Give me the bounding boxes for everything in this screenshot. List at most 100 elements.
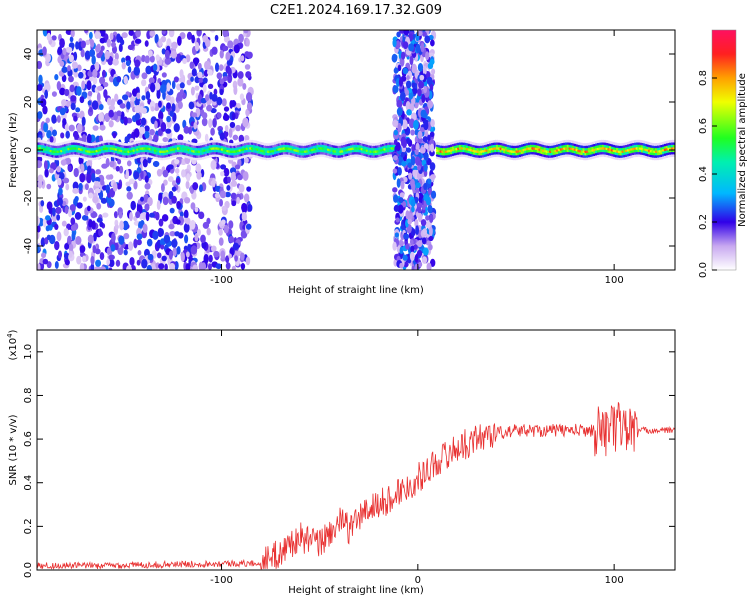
- spectrogram-broadband-cell: [392, 85, 399, 94]
- spectrogram-broadband-cell: [422, 247, 429, 256]
- spectrogram-broadband-cell: [410, 199, 416, 208]
- spectrogram-noise-cell: [171, 80, 176, 90]
- spectrogram-noise-cell: [165, 94, 171, 102]
- spectrogram-noise-cell: [233, 44, 240, 54]
- spectrogram-noise-cell: [37, 111, 43, 120]
- spectrogram-noise-cell: [58, 172, 65, 180]
- spectrogram-broadband-cell: [423, 163, 428, 172]
- spectrogram-noise-cell: [245, 71, 252, 79]
- spectrogram-noise-cell: [165, 128, 172, 134]
- spectrogram-noise-cell: [99, 76, 106, 85]
- spectrogram-noise-cell: [46, 129, 52, 139]
- spectrogram-noise-cell: [134, 112, 141, 121]
- spectrogram-noise-cell: [158, 218, 164, 227]
- spectrogram-noise-cell: [45, 225, 50, 232]
- spectrogram-noise-cell: [177, 101, 183, 109]
- spectrogram-noise-cell: [125, 181, 131, 187]
- spectrogram-broadband-cell: [420, 42, 425, 53]
- spectrogram-noise-cell: [94, 248, 101, 255]
- spectrogram-noise-cell: [206, 104, 213, 112]
- spectrogram-noise-cell: [224, 191, 231, 198]
- spectrogram-broadband-cell: [411, 82, 416, 89]
- spectrogram-noise-cell: [237, 77, 244, 87]
- snr-series-line: [37, 402, 675, 570]
- spectrogram-noise-cell: [64, 123, 69, 132]
- spectrogram-noise-cell: [236, 103, 241, 109]
- spectrogram-noise-cell: [42, 258, 49, 265]
- spectrogram-noise-cell: [64, 206, 69, 215]
- spectrogram-noise-cell: [61, 99, 67, 107]
- spectrogram-noise-cell: [111, 41, 116, 48]
- spectrogram-noise-cell: [190, 76, 194, 82]
- spectrogram-noise-cell: [46, 183, 52, 190]
- spectrogram-y-tick-label: 40: [23, 48, 34, 61]
- spectrogram-noise-cell: [67, 165, 72, 172]
- spectrogram-noise-cell: [90, 39, 95, 48]
- spectrogram-noise-cell: [164, 57, 172, 65]
- spectrogram-noise-cell: [136, 259, 141, 266]
- spectrogram-noise-cell: [135, 98, 140, 106]
- spectrogram-broadband-cell: [414, 254, 419, 263]
- spectrogram-broadband-cell: [414, 149, 419, 156]
- spectrogram-noise-cell: [86, 160, 93, 168]
- spectrogram-noise-cell: [38, 74, 43, 85]
- spectrogram-noise-cell: [144, 130, 150, 139]
- spectrogram-noise-cell: [78, 71, 84, 79]
- spectrogram-noise-cell: [40, 252, 47, 259]
- spectrogram-noise-cell: [195, 41, 200, 52]
- spectrogram-broadband-cell: [411, 206, 415, 213]
- spectrogram-noise-cell: [57, 177, 62, 186]
- spectrogram-noise-cell: [69, 36, 74, 43]
- spectrogram-noise-cell: [99, 221, 104, 228]
- snr-y-tick-label: 0.8: [23, 388, 34, 404]
- spectrogram-noise-cell: [40, 237, 46, 248]
- spectrogram-broadband-cell: [421, 94, 426, 104]
- spectrogram-noise-cell: [95, 169, 102, 175]
- spectrogram-noise-cell: [245, 223, 252, 230]
- spectrogram-noise-cell: [63, 228, 69, 237]
- spectrogram-noise-cell: [121, 61, 126, 70]
- spectrogram-noise-cell: [213, 250, 220, 258]
- spectrogram-broadband-cell: [428, 235, 434, 242]
- spectrogram-noise-cell: [241, 202, 248, 212]
- spectrogram-noise-cell: [195, 163, 202, 173]
- spectrogram-noise-cell: [37, 174, 44, 183]
- spectrogram-noise-cell: [56, 231, 62, 242]
- spectrogram-noise-cell: [213, 88, 218, 96]
- spectrogram-broadband-cell: [414, 102, 419, 109]
- spectrogram-noise-cell: [42, 217, 47, 228]
- spectrogram-broadband-cell: [422, 228, 427, 235]
- spectrogram-noise-cell: [94, 265, 101, 270]
- colorbar-tick-label: 0.8: [698, 70, 709, 86]
- colorbar: 0.0 0.2 0.4 0.6 0.8 Normalized spectral ampl…: [698, 29, 748, 278]
- spectrogram-noise-cell: [93, 232, 97, 242]
- spectrogram-broadband-cell: [420, 219, 427, 227]
- spectrogram-y-tick-label: 0: [23, 147, 34, 153]
- spectrogram-noise-cell: [108, 120, 114, 128]
- spectrogram-broadband-cell: [393, 204, 400, 212]
- spectrogram-broadband-cell: [428, 226, 433, 237]
- spectrogram-noise-cell: [70, 102, 76, 111]
- spectrogram-broadband-cell: [392, 168, 398, 174]
- spectrogram-broadband-cell: [423, 151, 429, 162]
- spectrogram-noise-cell: [86, 80, 92, 91]
- spectrogram-noise-cell: [86, 133, 92, 144]
- spectrogram-noise-cell: [70, 95, 77, 102]
- spectrogram-noise-cell: [108, 254, 115, 261]
- spectrogram-noise-cell: [245, 38, 250, 47]
- spectrogram-noise-cell: [92, 125, 99, 131]
- spectrogram-noise-cell: [59, 87, 66, 96]
- spectrogram-broadband-cell: [396, 99, 403, 108]
- spectrogram-noise-cell: [222, 30, 229, 37]
- spectrogram-noise-cell: [193, 121, 198, 130]
- spectrogram-noise-cell: [84, 30, 89, 34]
- spectrogram-noise-cell: [136, 233, 143, 240]
- spectrogram-noise-cell: [57, 250, 63, 259]
- spectrogram-broadband-cell: [426, 76, 433, 85]
- spectrogram-noise-cell: [187, 243, 192, 254]
- spectrogram-noise-cell: [140, 170, 144, 180]
- spectrogram-noise-cell: [44, 168, 49, 178]
- spectrogram-noise-cell: [54, 240, 60, 251]
- spectrogram-noise-cell: [135, 30, 141, 38]
- spectrogram-broadband-cell: [398, 240, 404, 247]
